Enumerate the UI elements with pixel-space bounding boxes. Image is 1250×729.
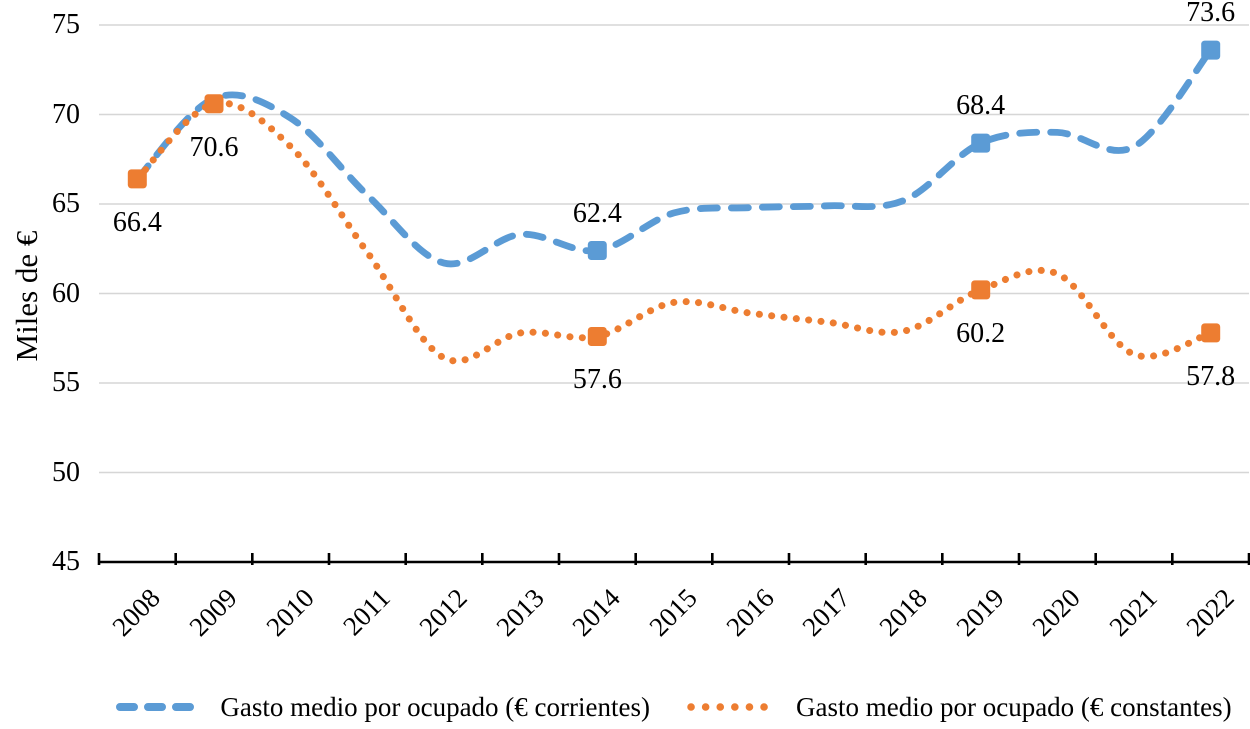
data-point-marker: [587, 241, 607, 260]
legend: Gasto medio por ocupado (€ corrientes) G…: [99, 692, 1249, 722]
y-tick-label: 65: [52, 188, 80, 219]
data-point-marker: [1201, 40, 1221, 60]
legend-label-constantes: Gasto medio por ocupado (€ constantes): [795, 692, 1232, 722]
y-tick-label: 55: [52, 367, 80, 398]
legend-item-constantes: Gasto medio por ocupado (€ constantes): [686, 692, 1232, 722]
data-label: 57.8: [1186, 360, 1236, 392]
data-label: 73.6: [1186, 0, 1236, 29]
y-tick-label: 60: [52, 277, 80, 309]
y-tick-label: 50: [52, 456, 80, 488]
legend-dashed-line-icon: [116, 703, 199, 711]
data-point-marker: [587, 327, 607, 346]
legend-dotted-line-icon: [687, 703, 774, 711]
data-label: 68.4: [956, 90, 1006, 122]
data-point-marker: [127, 169, 147, 189]
data-point-marker: [204, 94, 224, 114]
data-label: 57.6: [572, 364, 622, 396]
legend-label-corrientes: Gasto medio por ocupado (€ corrientes): [220, 692, 650, 722]
data-label: 66.4: [112, 206, 162, 238]
data-label: 62.4: [572, 197, 622, 229]
data-point-marker: [971, 133, 991, 153]
data-point-marker: [971, 280, 991, 300]
y-tick-label: 70: [52, 98, 80, 130]
series-line-constantes: [133, 99, 1215, 365]
y-tick-label: 75: [52, 9, 80, 40]
legend-item-corrientes: Gasto medio por ocupado (€ corrientes): [116, 692, 650, 722]
data-point-marker: [1201, 323, 1221, 343]
data-label: 70.6: [189, 131, 239, 163]
data-label: 60.2: [956, 317, 1006, 349]
y-tick-label: 45: [52, 546, 80, 577]
